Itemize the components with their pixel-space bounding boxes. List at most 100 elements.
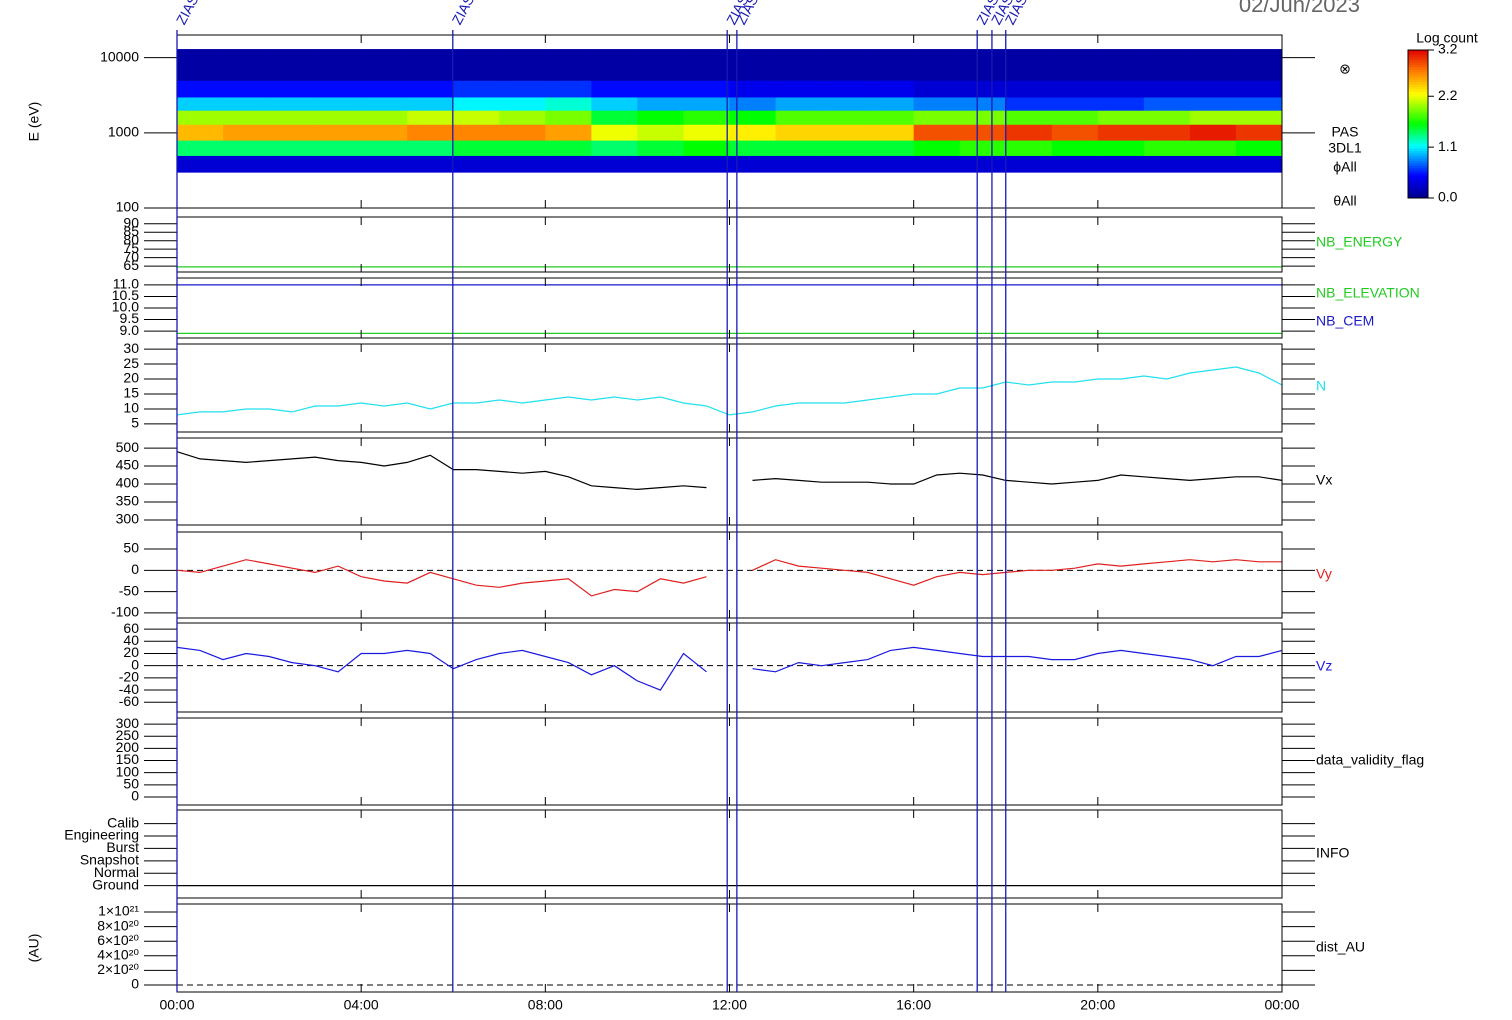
- heat-cell: [545, 155, 592, 173]
- heat-cell: [1051, 80, 1099, 98]
- panel-frame: [176, 277, 1283, 339]
- colorbar-segment: [1408, 77, 1428, 81]
- heat-cell: [1097, 96, 1145, 111]
- colorbar-segment: [1408, 94, 1428, 98]
- heat-cell: [867, 124, 915, 141]
- heat-cell: [1051, 140, 1099, 156]
- heat-cell: [499, 124, 546, 141]
- heat-cell: [1051, 49, 1099, 81]
- heat-cell: [499, 80, 546, 98]
- heat-cell: [499, 96, 546, 111]
- y-tick-label: 5: [131, 415, 139, 431]
- colorbar-segment: [1408, 190, 1428, 194]
- y-tick-label: 40: [123, 632, 139, 648]
- series-line: [176, 366, 1283, 416]
- heat-cell: [959, 140, 1007, 156]
- heat-cell: [729, 110, 777, 125]
- heat-cell: [1005, 155, 1053, 173]
- colorbar-segment: [1408, 156, 1428, 160]
- colorbar-segment: [1408, 168, 1428, 172]
- y-tick-label: 300: [116, 715, 140, 731]
- heat-cell: [1005, 124, 1053, 141]
- y-tick-label: 200: [116, 739, 140, 755]
- colorbar-segment: [1408, 119, 1428, 123]
- y-tick-label: 0: [131, 561, 139, 577]
- heat-cell: [1097, 155, 1145, 173]
- colorbar-segment: [1408, 72, 1428, 76]
- colorbar-segment: [1408, 124, 1428, 127]
- colorbar-segment: [1408, 165, 1428, 169]
- colorbar-segment: [1408, 163, 1428, 167]
- heat-cell: [223, 140, 270, 156]
- heat-cell: [315, 155, 362, 173]
- y-tick-label: 450: [116, 457, 140, 473]
- heat-cell: [499, 140, 546, 156]
- colorbar-segment: [1408, 114, 1428, 118]
- colorbar-segment: [1408, 143, 1428, 147]
- heat-cell: [1005, 96, 1053, 111]
- heat-cell: [683, 140, 730, 156]
- y-tick-label: 300: [116, 511, 140, 527]
- heat-cell: [1097, 140, 1145, 156]
- y-axis-label: (AU): [26, 934, 42, 963]
- colorbar-segment: [1408, 89, 1428, 93]
- heat-cell: [637, 110, 684, 125]
- heat-cell: [1143, 140, 1191, 156]
- colorbar-segment: [1408, 82, 1428, 86]
- heat-cell: [453, 124, 500, 141]
- heat-cell: [545, 49, 592, 81]
- heat-cell: [637, 80, 684, 98]
- heat-cell: [867, 49, 915, 81]
- heat-cell: [729, 140, 777, 156]
- heat-cell: [1235, 80, 1283, 98]
- colorbar-segment: [1408, 183, 1428, 187]
- y-tick-label: 100: [116, 763, 140, 779]
- colorbar-segment: [1408, 64, 1428, 68]
- heat-cell: [683, 96, 730, 111]
- heat-cell: [269, 80, 316, 98]
- y-tick-label: 100: [116, 199, 140, 215]
- heat-cell: [269, 124, 316, 141]
- heat-cell: [959, 124, 1007, 141]
- heat-cell: [177, 110, 224, 125]
- y-tick-label: Ground: [92, 876, 139, 892]
- y-tick-label: 10000: [100, 48, 139, 64]
- heat-cell: [1235, 124, 1283, 141]
- colorbar-segment: [1408, 138, 1428, 142]
- colorbar-segment: [1408, 185, 1428, 189]
- colorbar-segment: [1408, 126, 1428, 130]
- y-tick-label: 15: [123, 385, 139, 401]
- heat-cell: [591, 110, 638, 125]
- colorbar-segment: [1408, 153, 1428, 157]
- heat-cell: [361, 96, 408, 111]
- y-tick-label: 70: [123, 248, 139, 264]
- heat-cell: [315, 80, 362, 98]
- colorbar-frame: [1407, 49, 1429, 199]
- x-tick-label: 00:00: [1264, 997, 1299, 1013]
- series-label: N: [1316, 378, 1326, 394]
- series-label: Vy: [1316, 566, 1332, 582]
- heat-cell: [913, 140, 961, 156]
- heat-cell: [177, 140, 224, 156]
- heat-cell: [729, 96, 777, 111]
- heat-cell: [683, 155, 730, 173]
- colorbar-segment: [1408, 178, 1428, 182]
- colorbar-segment: [1408, 104, 1428, 108]
- y-tick-label: 50: [123, 540, 139, 556]
- heat-cell: [913, 155, 961, 173]
- y-tick-label: -40: [119, 681, 139, 697]
- colorbar-segment: [1408, 50, 1428, 53]
- heat-cell: [315, 49, 362, 81]
- heat-cell: [775, 80, 823, 98]
- heat-cell: [1097, 110, 1145, 125]
- panel-frame: [176, 717, 1283, 806]
- panel-label: PAS: [1332, 124, 1359, 140]
- heat-cell: [1143, 96, 1191, 111]
- colorbar-segment: [1408, 128, 1428, 132]
- heat-cell: [775, 155, 823, 173]
- heat-cell: [453, 155, 500, 173]
- panel-label: θAll: [1333, 193, 1356, 209]
- colorbar-segment: [1408, 59, 1428, 63]
- y-tick-label: 90: [123, 214, 139, 230]
- heat-cell: [729, 124, 777, 141]
